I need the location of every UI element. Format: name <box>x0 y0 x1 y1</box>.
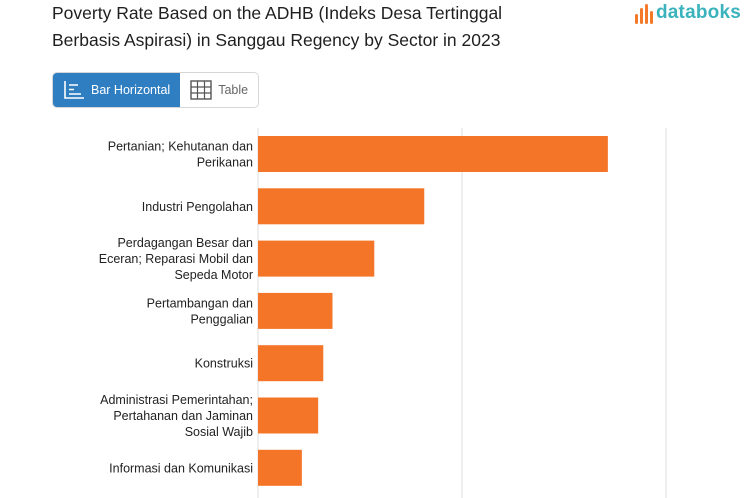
table-icon <box>190 80 212 100</box>
bar[interactable] <box>258 397 319 434</box>
bar[interactable] <box>258 136 608 172</box>
bar[interactable] <box>258 188 425 225</box>
category-label: Perdagangan Besar dan Eceran; Reparasi Mo… <box>99 236 253 282</box>
bar[interactable] <box>258 292 333 329</box>
tab-bar-horizontal[interactable]: Bar Horizontal <box>53 73 181 107</box>
logo-bars-icon <box>634 2 653 24</box>
bar[interactable] <box>258 345 324 382</box>
tab-table-label: Table <box>218 83 249 97</box>
category-label: Administrasi Pemerintahan; Pertahanan dan… <box>100 393 253 439</box>
bar[interactable] <box>258 449 302 486</box>
databoks-logo[interactable]: databoks <box>634 2 741 24</box>
tab-table[interactable]: Table <box>180 73 259 107</box>
bar[interactable] <box>258 240 375 277</box>
logo-text: databoks <box>655 2 741 23</box>
category-label: Konstruksi <box>195 357 253 371</box>
view-tabs: Bar Horizontal Table <box>52 72 260 108</box>
chart-title: Poverty Rate Based on the ADHB (Indeks D… <box>52 3 503 50</box>
bar-chart-icon <box>63 80 85 100</box>
category-label: Pertambangan dan Penggalian <box>147 296 253 326</box>
category-label: Informasi dan Komunikasi <box>109 461 253 475</box>
tab-bar-horizontal-label: Bar Horizontal <box>91 83 171 97</box>
category-label: Pertanian; Kehutanan dan Perikanan <box>108 140 253 170</box>
category-label: Industri Pengolahan <box>142 200 253 214</box>
